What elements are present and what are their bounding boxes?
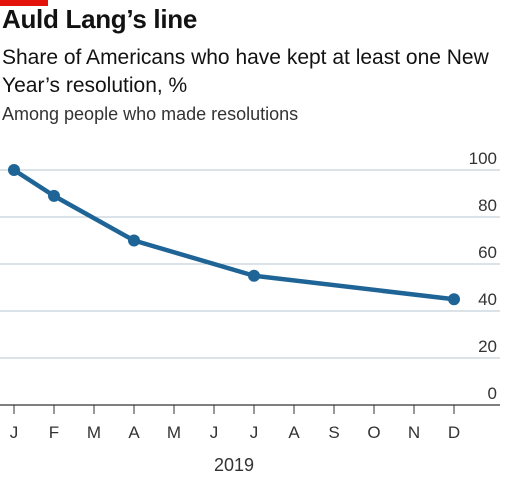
y-tick-label: 20	[478, 337, 497, 356]
x-tick-label: A	[128, 423, 140, 442]
x-tick-label: J	[10, 423, 19, 442]
chart-title: Auld Lang’s line	[2, 4, 198, 34]
data-point	[128, 234, 140, 247]
y-tick-label: 80	[478, 196, 497, 215]
x-tick-label: A	[288, 423, 300, 442]
x-tick-label: M	[87, 423, 101, 442]
chart-note: Among people who made resolutions	[2, 104, 299, 124]
y-tick-label: 60	[478, 243, 497, 262]
y-tick-label: 40	[478, 290, 497, 309]
x-tick-label: F	[49, 423, 59, 442]
y-tick-label: 0	[488, 384, 497, 403]
brand-tag	[0, 0, 48, 6]
y-axis-ticks: 0 20 40 60 80 100	[469, 149, 497, 403]
x-tick-label: S	[328, 423, 339, 442]
chart-subtitle: Share of Americans who have kept at leas…	[2, 46, 489, 97]
x-tick-label: J	[250, 423, 259, 442]
y-tick-label: 100	[469, 149, 497, 168]
data-point	[448, 293, 460, 306]
data-point	[48, 189, 60, 202]
grid-lines	[0, 169, 500, 406]
series	[8, 164, 460, 306]
x-tick-label: M	[167, 423, 181, 442]
series-line	[11, 167, 457, 302]
x-axis-year-label: 2019	[214, 455, 254, 475]
x-tick-label: J	[210, 423, 219, 442]
x-tick-label: N	[408, 423, 420, 442]
data-point	[248, 269, 260, 282]
x-tick-label: O	[367, 423, 380, 442]
x-tick-label: D	[448, 423, 460, 442]
data-point	[8, 164, 20, 176]
